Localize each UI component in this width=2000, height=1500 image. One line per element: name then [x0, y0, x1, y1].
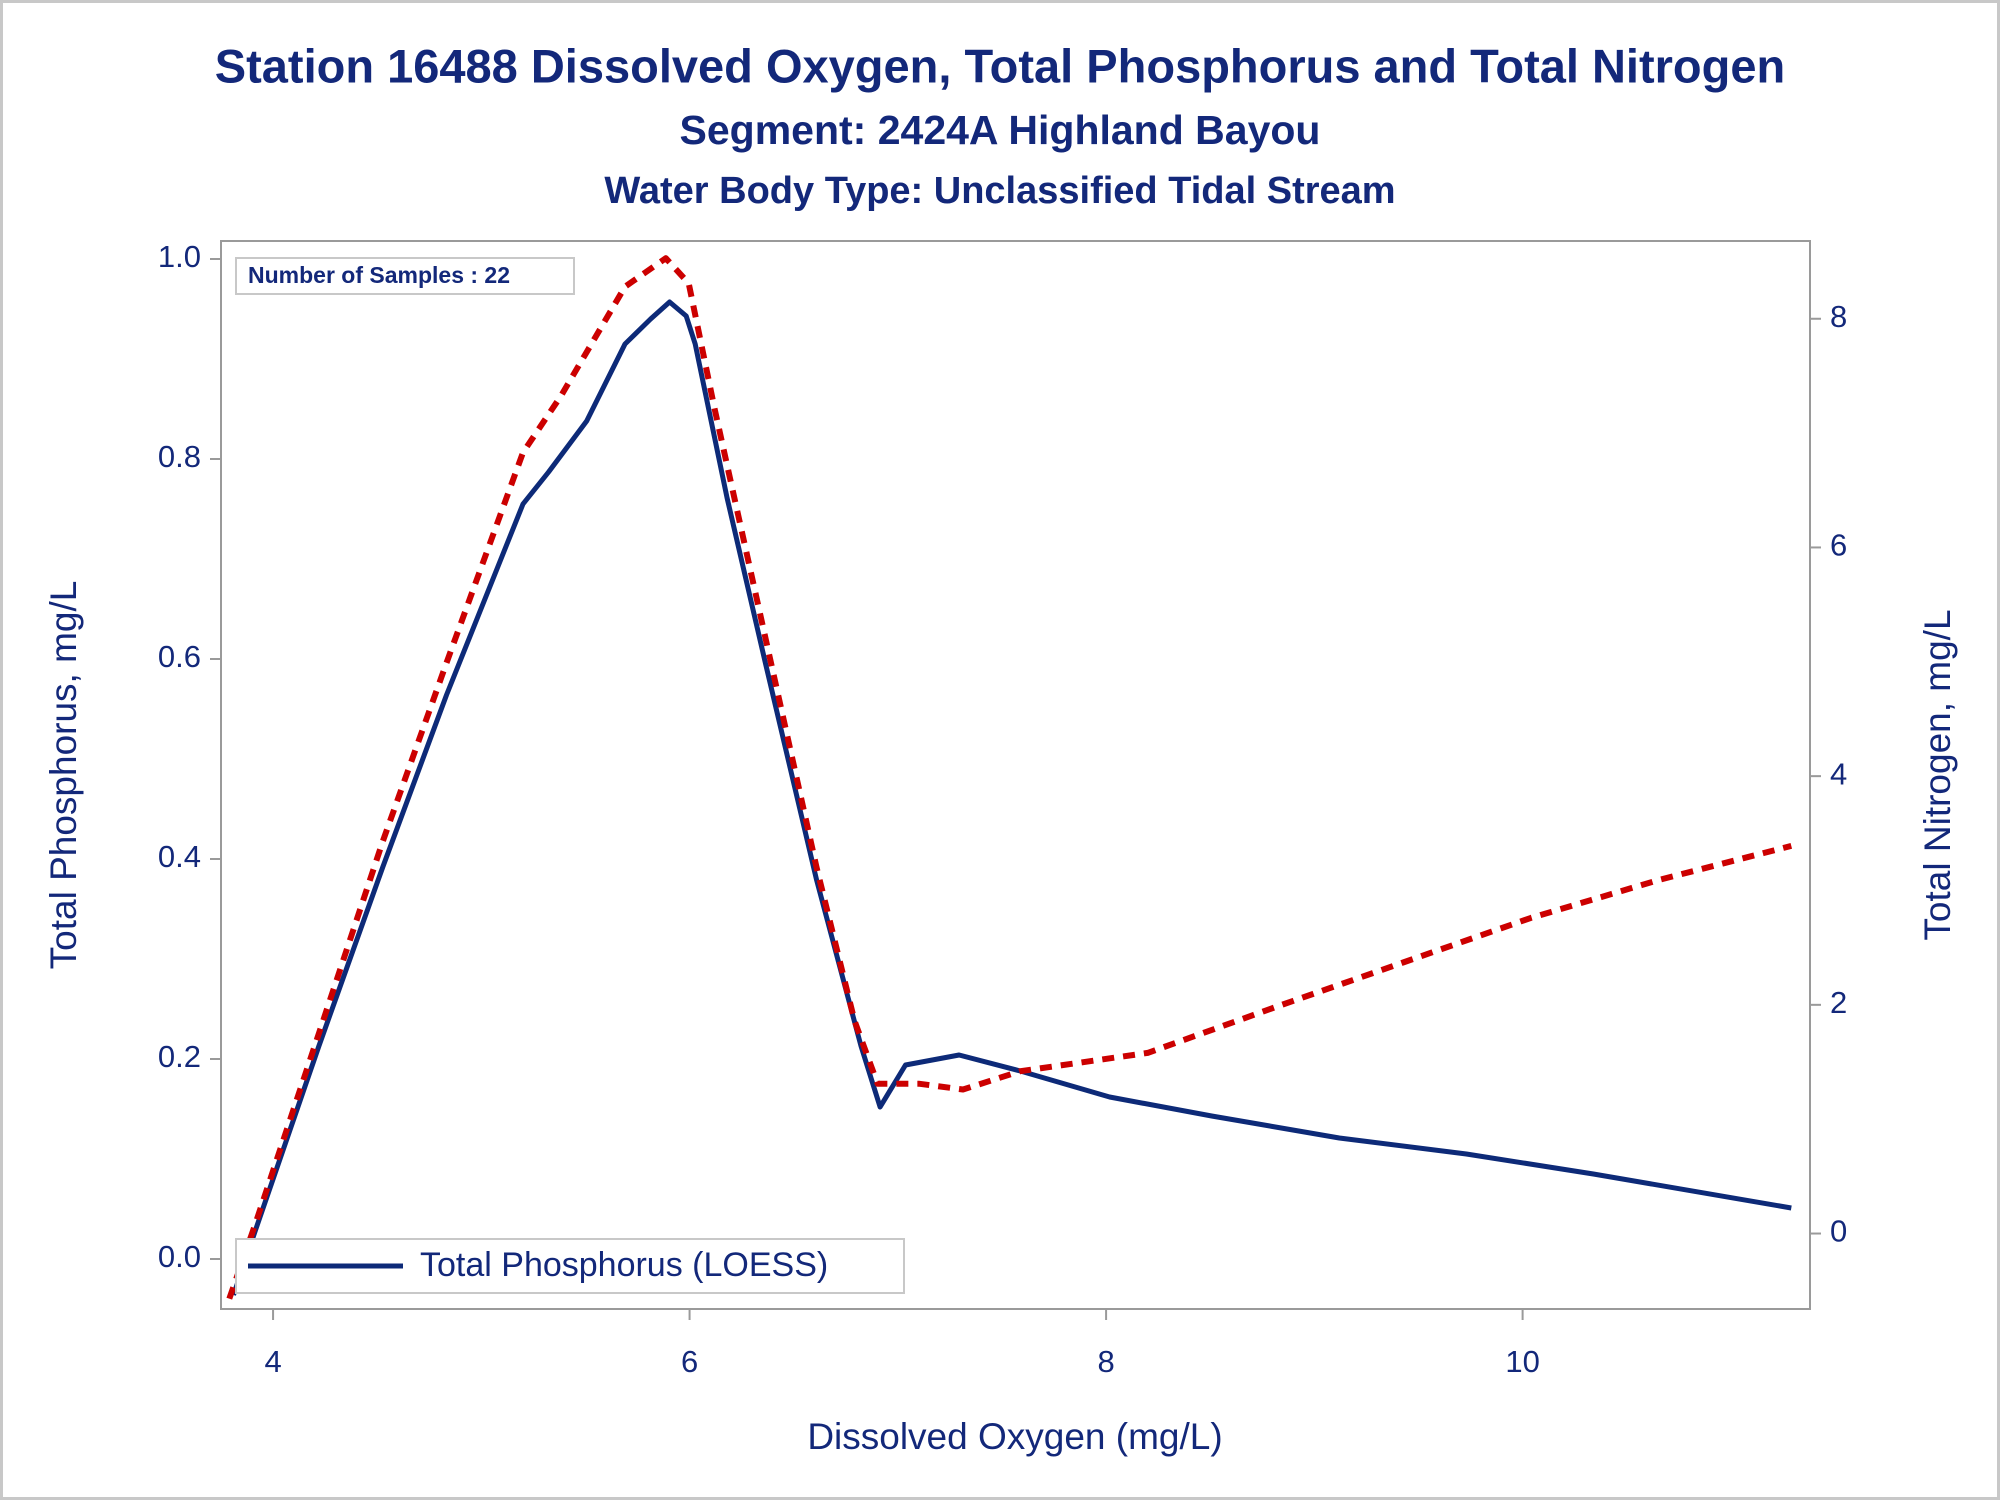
y2-axis-label: Total Nitrogen, mg/L — [1917, 609, 1958, 940]
chart-subtitle: Water Body Type: Unclassified Tidal Stre… — [604, 170, 1395, 212]
chart-subtitle: Segment: 2424A Highland Bayou — [680, 107, 1321, 153]
y-tick-label: 0.8 — [158, 439, 201, 474]
line-series — [231, 299, 1792, 1296]
legend-label: Total Phosphorus (LOESS) — [420, 1246, 828, 1284]
annotation-box — [235, 257, 575, 295]
chart-title: Station 16488 Dissolved Oxygen, Total Ph… — [215, 39, 1785, 92]
y-axis-label: Total Phosphorus, mg/L — [43, 581, 84, 970]
y-tick-label: 0.4 — [158, 839, 201, 874]
y2-tick-label: 2 — [1830, 985, 1847, 1020]
x-tick-label: 6 — [681, 1344, 698, 1379]
x-tick-label: 8 — [1097, 1344, 1114, 1379]
line-series — [226, 255, 1793, 1300]
x-tick-label: 10 — [1505, 1344, 1539, 1379]
y-tick-label: 0.0 — [158, 1239, 201, 1274]
y-tick-label: 0.6 — [158, 639, 201, 674]
y-tick-label: 0.2 — [158, 1039, 201, 1074]
y2-tick-label: 8 — [1830, 299, 1847, 334]
y2-tick-label: 4 — [1830, 756, 1847, 791]
y2-tick-label: 0 — [1830, 1214, 1847, 1249]
plot-frame — [220, 240, 1811, 1310]
x-axis-label: Dissolved Oxygen (mg/L) — [807, 1416, 1222, 1457]
annotation: Number of Samples : 22 — [248, 262, 510, 288]
x-tick-label: 4 — [264, 1344, 281, 1379]
y2-tick-label: 6 — [1830, 528, 1847, 563]
y-tick-label: 1.0 — [158, 239, 201, 274]
